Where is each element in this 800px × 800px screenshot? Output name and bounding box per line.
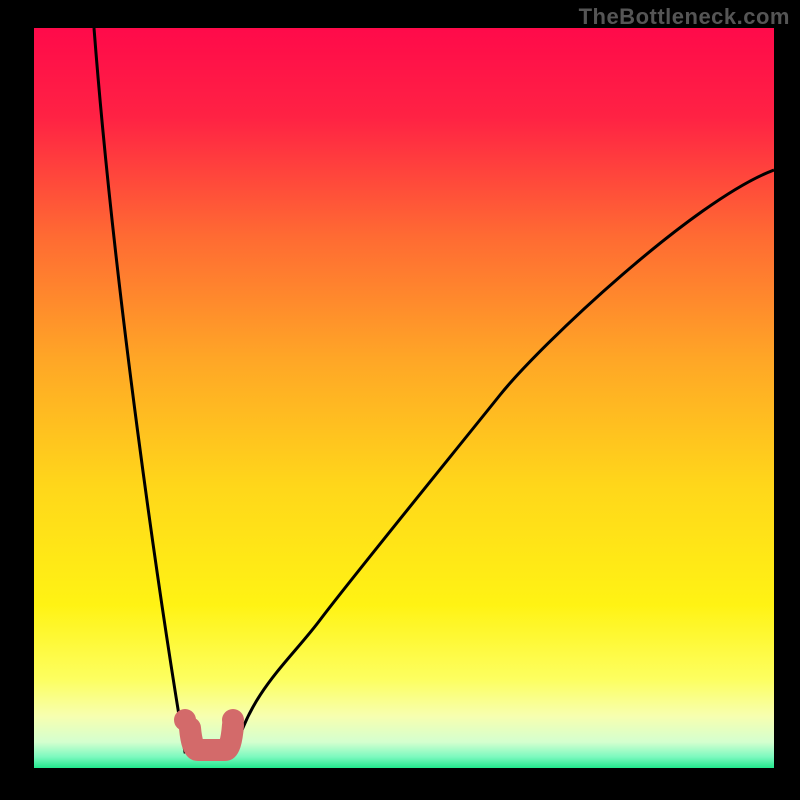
plot-background xyxy=(34,28,774,768)
chart-svg xyxy=(0,0,800,800)
chart-stage: TheBottleneck.com xyxy=(0,0,800,800)
watermark-text: TheBottleneck.com xyxy=(579,4,790,30)
